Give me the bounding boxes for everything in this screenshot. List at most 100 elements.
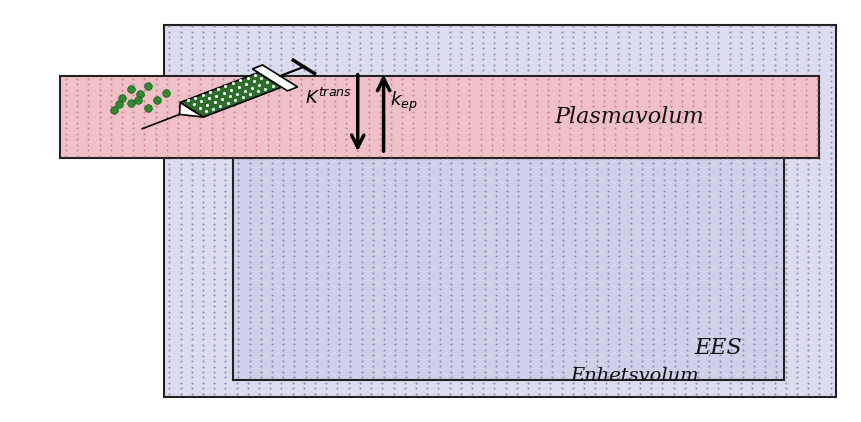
Point: [148, 147, 162, 154]
Point: [263, 182, 277, 189]
Point: [409, 237, 423, 244]
Point: [790, 237, 803, 244]
Point: [635, 154, 648, 161]
Point: [208, 314, 220, 321]
Point: [286, 292, 300, 299]
Point: [254, 165, 268, 172]
Point: [263, 226, 277, 233]
Point: [229, 166, 244, 173]
Point: [790, 319, 803, 326]
Point: [243, 357, 257, 364]
Point: [487, 385, 501, 392]
Point: [666, 336, 680, 343]
Point: [745, 308, 759, 315]
Point: [678, 231, 691, 238]
Point: [411, 374, 424, 381]
Point: [599, 358, 613, 365]
Point: [454, 89, 468, 96]
Point: [566, 171, 579, 178]
Point: [342, 270, 356, 277]
Point: [208, 242, 220, 249]
Point: [679, 176, 693, 183]
Point: [375, 308, 389, 315]
Point: [316, 119, 330, 126]
Point: [797, 141, 811, 148]
Point: [487, 319, 501, 326]
Point: [219, 188, 232, 195]
Point: [746, 357, 760, 364]
Point: [633, 369, 647, 376]
Point: [299, 182, 313, 189]
Point: [439, 136, 453, 143]
Point: [657, 182, 671, 189]
Point: [241, 259, 255, 266]
Point: [364, 56, 378, 63]
Point: [478, 215, 492, 222]
Point: [467, 346, 480, 353]
Point: [767, 40, 781, 46]
Point: [633, 73, 647, 79]
Point: [708, 103, 722, 110]
Point: [487, 276, 501, 282]
Point: [499, 62, 512, 68]
Point: [633, 149, 647, 156]
Point: [521, 188, 535, 195]
Point: [342, 193, 356, 200]
Point: [254, 275, 268, 282]
Point: [556, 220, 570, 227]
Point: [523, 280, 536, 287]
Point: [679, 204, 693, 211]
Point: [310, 368, 324, 375]
Point: [801, 29, 815, 35]
Point: [353, 171, 367, 178]
Point: [162, 182, 176, 189]
Point: [439, 97, 453, 104]
Point: [299, 319, 313, 326]
Point: [790, 149, 803, 156]
Point: [612, 280, 626, 287]
Point: [599, 374, 613, 381]
Point: [601, 352, 615, 359]
Point: [332, 127, 346, 134]
Point: [790, 330, 803, 337]
Point: [655, 363, 669, 370]
Point: [612, 160, 626, 167]
Point: [162, 40, 176, 46]
Point: [734, 127, 747, 134]
Point: [265, 204, 279, 211]
Point: [344, 187, 357, 194]
Point: [286, 193, 300, 200]
Point: [422, 160, 436, 167]
Point: [534, 182, 548, 189]
Point: [137, 92, 151, 98]
Point: [250, 92, 263, 98]
Point: [697, 103, 710, 110]
Point: [543, 127, 557, 134]
Point: [263, 138, 277, 145]
Point: [523, 198, 536, 205]
Point: [422, 341, 436, 348]
Point: [646, 253, 660, 260]
Point: [252, 204, 266, 211]
Point: [275, 303, 288, 310]
Point: [510, 297, 523, 304]
Point: [387, 237, 400, 244]
Point: [746, 122, 760, 128]
Point: [610, 84, 624, 90]
Point: [596, 75, 610, 82]
Point: [612, 302, 626, 309]
Point: [607, 125, 621, 132]
Point: [679, 171, 693, 178]
Point: [204, 92, 218, 98]
Point: [241, 231, 255, 238]
Point: [722, 292, 736, 299]
Point: [260, 152, 274, 159]
Point: [388, 247, 402, 254]
Point: [745, 166, 759, 173]
Point: [724, 270, 738, 276]
Point: [454, 127, 468, 134]
Point: [540, 141, 554, 148]
Point: [532, 138, 546, 145]
Point: [735, 160, 749, 167]
Point: [173, 226, 188, 233]
